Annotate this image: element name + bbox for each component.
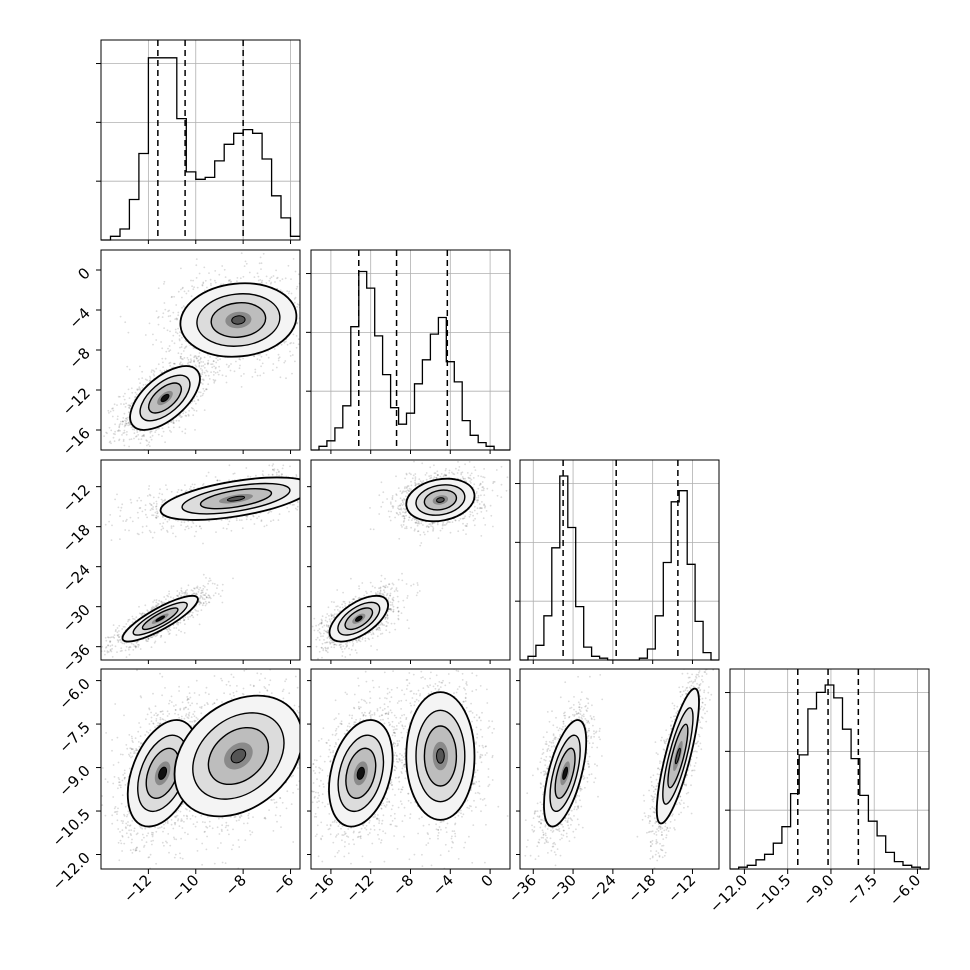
x-tick-label: −12 [120, 871, 155, 906]
density-peak [230, 748, 247, 764]
panel-content [101, 669, 300, 869]
x-tick-label: −8 [389, 871, 417, 899]
density-peak [436, 748, 445, 764]
x-tick-label: −10.5 [749, 871, 794, 916]
y-tick-label: −4 [65, 304, 93, 332]
panel-frame [100, 39, 301, 241]
scatter-panel-2 [310, 459, 511, 661]
panel-frame [519, 459, 720, 661]
x-tick-label: −18 [624, 871, 659, 906]
density-peak [160, 393, 170, 403]
panel-frame [729, 668, 930, 870]
panel-content [524, 669, 715, 869]
histogram-panel-3 [725, 668, 930, 870]
density-peak [674, 747, 681, 765]
density-peak [562, 766, 569, 780]
panel-background [730, 669, 929, 869]
density-peak [158, 766, 168, 780]
scatter-panel-4 [310, 668, 511, 870]
panel-content [103, 250, 300, 450]
x-tick-label: −30 [545, 871, 580, 906]
y-tick-label: 0 [74, 264, 93, 283]
scatter-panel-3 [100, 668, 301, 870]
x-tick-label: −12 [342, 871, 377, 906]
y-tick-label: −6.0 [55, 675, 93, 713]
panel-frame [519, 668, 720, 870]
x-tick-label: −6 [269, 871, 297, 899]
panel-content [311, 669, 509, 869]
x-tick-label: −12.0 [706, 871, 751, 916]
panel-content [101, 463, 300, 660]
x-tick-label: −7.5 [843, 871, 881, 909]
y-tick-label: −8 [65, 344, 93, 372]
histogram-panel-0 [96, 39, 301, 241]
histogram-panel-1 [306, 249, 511, 451]
y-tick-label: −9.0 [55, 762, 93, 800]
x-tick-label: −36 [505, 871, 540, 906]
scatter-panel-5 [519, 668, 720, 870]
y-tick-label: −30 [59, 601, 94, 636]
x-tick-label: −9.0 [799, 871, 837, 909]
scatter-panel-1 [100, 459, 301, 661]
x-tick-label: −12 [664, 871, 699, 906]
density-peak [436, 497, 445, 503]
y-tick-label: −12 [59, 384, 94, 419]
panel-background [101, 40, 300, 240]
x-tick-label: −10 [167, 871, 202, 906]
y-tick-label: −24 [59, 561, 94, 596]
histogram-step [101, 57, 300, 241]
y-tick-label: −18 [59, 521, 94, 556]
x-tick-label: 0 [477, 871, 496, 890]
y-tick-label: −12.0 [49, 849, 94, 894]
density-peak [155, 615, 166, 622]
y-tick-label: −7.5 [55, 718, 93, 756]
panel-frame [100, 668, 301, 870]
x-tick-label: −24 [585, 871, 620, 906]
x-tick-label: −6.0 [886, 871, 924, 909]
density-peak [354, 615, 363, 622]
panel-frame [100, 459, 301, 661]
panel-background [520, 460, 719, 660]
density-peak [356, 766, 365, 780]
x-tick-label: −8 [222, 871, 250, 899]
histogram-step [730, 684, 929, 870]
x-tick-label: −4 [429, 871, 457, 899]
density-peak [226, 495, 246, 502]
scatter-panel-0 [100, 249, 301, 451]
panel-content [311, 460, 510, 660]
y-tick-label: −12 [59, 481, 94, 516]
y-tick-label: −16 [59, 424, 94, 459]
density-peak [231, 315, 246, 325]
y-tick-label: −36 [59, 641, 94, 676]
histogram-step [311, 270, 510, 451]
histogram-panel-2 [515, 459, 720, 661]
x-tick-label: −16 [303, 871, 338, 906]
y-tick-label: −10.5 [49, 805, 94, 850]
